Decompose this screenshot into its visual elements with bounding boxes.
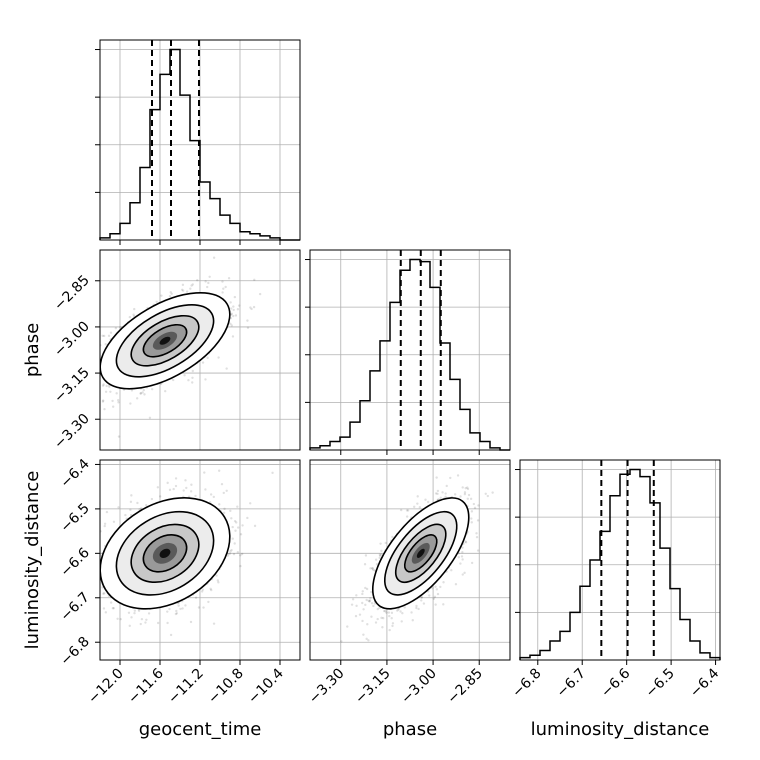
xtick-label-geocent_time-1: −11.6 <box>125 665 167 707</box>
ytick-label-phase-2: −3.00 <box>51 318 93 360</box>
xtick-label-geocent_time-4: −10.4 <box>245 665 287 707</box>
xlabel-phase: phase <box>383 719 437 740</box>
xtick-label-phase-0: −3.30 <box>306 666 348 708</box>
xlabel-luminosity_distance: luminosity_distance <box>531 719 710 740</box>
hist-panel-phase <box>305 249 511 455</box>
xtick-label-luminosity_distance-0: −6.8 <box>509 666 544 701</box>
xtick-label-luminosity_distance-3: −6.5 <box>643 666 678 701</box>
xtick-label-phase-3: −2.85 <box>444 666 486 708</box>
xtick-label-phase-2: −3.00 <box>398 666 440 708</box>
ytick-label-luminosity_distance-0: −6.8 <box>57 634 92 669</box>
xtick-label-phase-1: −3.15 <box>352 666 394 708</box>
xtick-label-luminosity_distance-4: −6.4 <box>687 665 722 700</box>
ytick-label-luminosity_distance-3: −6.5 <box>57 500 92 535</box>
ylabel-luminosity_distance: luminosity_distance <box>22 471 43 650</box>
histogram-step-geocent_time <box>99 48 300 241</box>
ytick-label-phase-3: −2.85 <box>51 272 93 314</box>
ytick-label-luminosity_distance-1: −6.7 <box>57 589 92 624</box>
xtick-label-geocent_time-0: −12.0 <box>85 666 127 708</box>
xlabel-geocent_time: geocent_time <box>139 719 262 740</box>
joint-panel-geocent_time-phase: −3.30−3.15 −3.00−2.85 phase <box>22 249 301 453</box>
xtick-label-luminosity_distance-1: −6.7 <box>554 666 589 701</box>
joint-panel-geocent_time-luminosity_distance: −6.8 −6.7 −6.6 −6.5 −6.4 luminosity_distance −… <box>22 456 301 740</box>
ytick-label-luminosity_distance-2: −6.6 <box>57 545 92 580</box>
hist-panel-geocent_time <box>95 39 301 245</box>
histogram-step-luminosity_distance <box>519 468 721 660</box>
ytick-label-phase-0: −3.30 <box>51 411 93 453</box>
ytick-label-phase-1: −3.15 <box>51 365 93 407</box>
ytick-label-luminosity_distance-4: −6.4 <box>57 456 92 491</box>
ylabel-phase: phase <box>22 323 43 377</box>
joint-panel-phase-luminosity_distance: −3.30 −3.15 −3.00 −2.85 phase <box>306 459 511 740</box>
xtick-label-geocent_time-2: −11.2 <box>165 666 207 708</box>
xtick-label-geocent_time-3: −10.8 <box>205 666 247 708</box>
xtick-label-luminosity_distance-2: −6.6 <box>598 665 633 700</box>
hist-panel-luminosity_distance: −6.8 −6.7 −6.6 −6.5 −6.4 luminosity_distance <box>509 459 722 740</box>
histogram-step-phase <box>309 258 510 451</box>
